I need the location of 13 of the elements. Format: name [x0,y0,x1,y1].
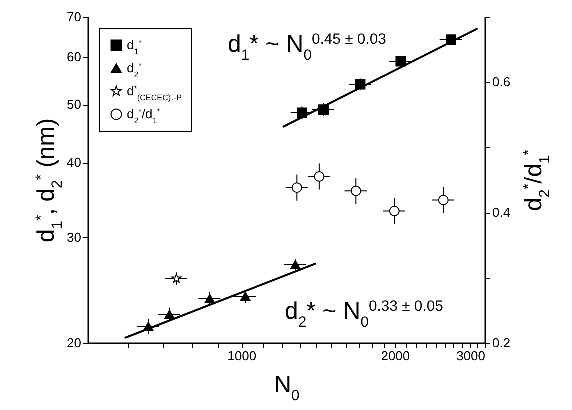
x-tick-label: 2000 [381,348,410,364]
x-axis-title: N$_{0}$ [274,372,300,404]
y2-tick-label: 0.6 [492,74,511,90]
x-tick-label: 1000 [228,348,257,364]
y-tick-label: 40 [67,155,82,170]
y-tick-label: 60 [67,50,82,65]
y-tick-label: 30 [67,230,82,245]
y-tick-label: 50 [67,97,82,112]
x-tick-label: 3000 [456,348,486,364]
y-tick-label: 20 [67,336,82,350]
y2-tick-label: 0.2 [492,336,511,350]
y-tick-label: 70 [67,10,82,24]
y2-tick-label: 0.4 [492,205,511,220]
